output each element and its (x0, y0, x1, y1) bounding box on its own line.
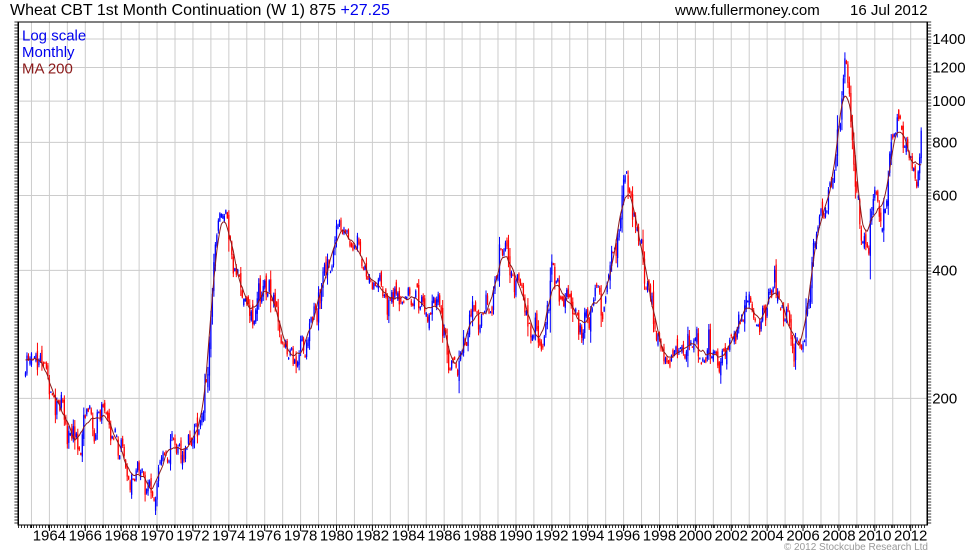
svg-text:600: 600 (932, 187, 957, 204)
svg-text:1970: 1970 (140, 527, 173, 544)
svg-text:200: 200 (932, 390, 957, 407)
svg-text:800: 800 (932, 134, 957, 151)
svg-text:1964: 1964 (33, 527, 66, 544)
svg-text:1976: 1976 (248, 527, 281, 544)
svg-text:Log scale: Log scale (22, 28, 86, 45)
svg-text:1978: 1978 (284, 527, 317, 544)
svg-text:1980: 1980 (320, 527, 353, 544)
svg-text:1998: 1998 (643, 527, 676, 544)
svg-text:2004: 2004 (750, 527, 783, 544)
svg-text:1996: 1996 (607, 527, 640, 544)
svg-text:1972: 1972 (176, 527, 209, 544)
svg-text:1974: 1974 (212, 527, 245, 544)
svg-text:1982: 1982 (356, 527, 389, 544)
svg-text:1400: 1400 (932, 31, 965, 48)
svg-text:Monthly: Monthly (22, 44, 75, 61)
svg-text:2000: 2000 (679, 527, 712, 544)
svg-text:2002: 2002 (715, 527, 748, 544)
svg-text:400: 400 (932, 262, 957, 279)
svg-text:1992: 1992 (535, 527, 568, 544)
svg-text:1000: 1000 (932, 93, 965, 110)
svg-text:1990: 1990 (499, 527, 532, 544)
svg-text:MA 200: MA 200 (22, 61, 73, 78)
svg-text:1968: 1968 (104, 527, 137, 544)
svg-text:1986: 1986 (427, 527, 460, 544)
svg-text:1988: 1988 (463, 527, 496, 544)
svg-text:1200: 1200 (932, 60, 965, 77)
svg-text:1984: 1984 (392, 527, 425, 544)
svg-text:1994: 1994 (571, 527, 604, 544)
svg-text:1966: 1966 (69, 527, 102, 544)
